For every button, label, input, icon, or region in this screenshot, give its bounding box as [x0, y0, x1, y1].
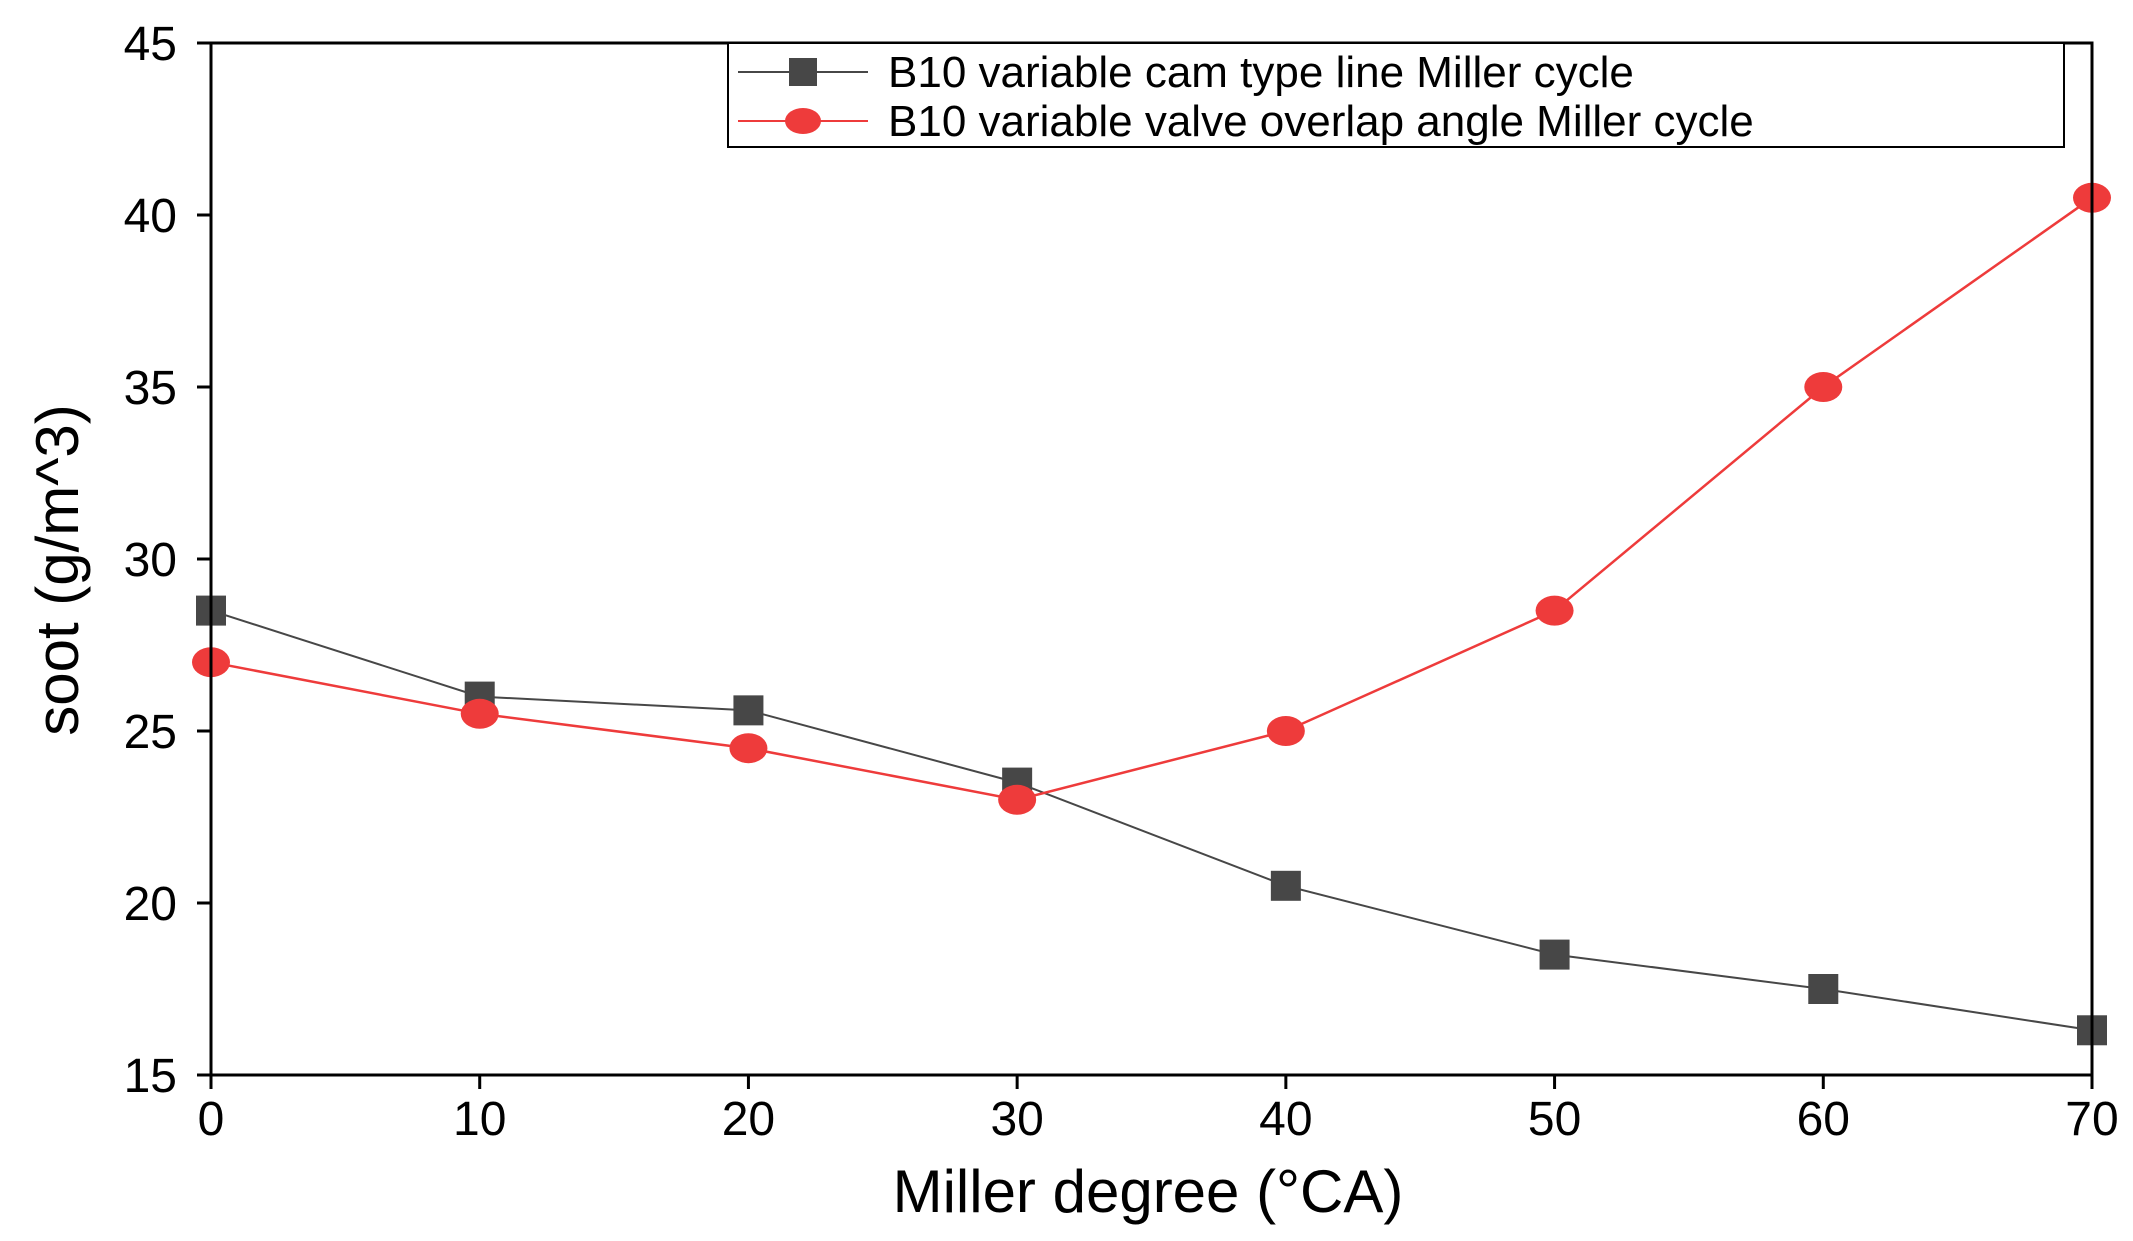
legend-item-cam-type: B10 variable cam type line Miller cycle: [738, 48, 1634, 97]
legend: B10 variable cam type line Miller cycle …: [727, 42, 2065, 148]
y-tick-label: 20: [124, 878, 177, 931]
data-point-square: [1270, 870, 1301, 901]
y-tick-label: 45: [124, 18, 177, 71]
x-tick-label: 40: [1259, 1093, 1312, 1146]
x-tick-label: 60: [1797, 1093, 1850, 1146]
data-point-square: [733, 695, 764, 726]
y-tick-label: 15: [124, 1050, 177, 1103]
data-point-circle: [729, 733, 768, 764]
x-tick-label: 20: [722, 1093, 775, 1146]
x-tick-label: 10: [453, 1093, 506, 1146]
series-2: [192, 182, 2111, 815]
axis-ticks: [197, 41, 2094, 1089]
y-axis-title: soot (g/m^3): [24, 404, 91, 736]
data-point-circle: [1804, 372, 1843, 402]
data-point-circle: [1535, 595, 1574, 626]
x-tick-label: 30: [990, 1093, 1043, 1146]
legend-label-valve-overlap: B10 variable valve overlap angle Miller …: [888, 97, 1754, 146]
x-tick-label: 0: [198, 1093, 225, 1146]
legend-item-valve-overlap: B10 variable valve overlap angle Miller …: [738, 97, 1754, 146]
data-point-circle: [1266, 716, 1305, 746]
legend-box: [727, 42, 2065, 148]
y-tick-label: 25: [124, 706, 177, 759]
data-point-square: [1539, 939, 1570, 970]
legend-label-cam-type: B10 variable cam type line Miller cycle: [888, 48, 1634, 97]
y-tick-label: 40: [124, 190, 177, 243]
y-tick-label: 35: [124, 362, 177, 415]
y-tick-label: 30: [124, 534, 177, 587]
axis-tick-labels: 0 10 20 30 40 50 60 70 15 20 25 30 35 40 45: [124, 18, 2119, 1146]
x-tick-label: 70: [2065, 1093, 2118, 1146]
series-line: [210, 609, 2093, 1032]
legend-circle-marker: [785, 108, 821, 134]
x-axis-title: Miller degree (°CA): [893, 1158, 1404, 1225]
x-tick-label: 50: [1528, 1093, 1581, 1146]
series-line: [210, 196, 2093, 802]
data-point-circle: [460, 698, 499, 729]
legend-square-marker: [789, 58, 817, 86]
data-point-circle: [998, 784, 1037, 815]
data-point-square: [1808, 974, 1839, 1004]
